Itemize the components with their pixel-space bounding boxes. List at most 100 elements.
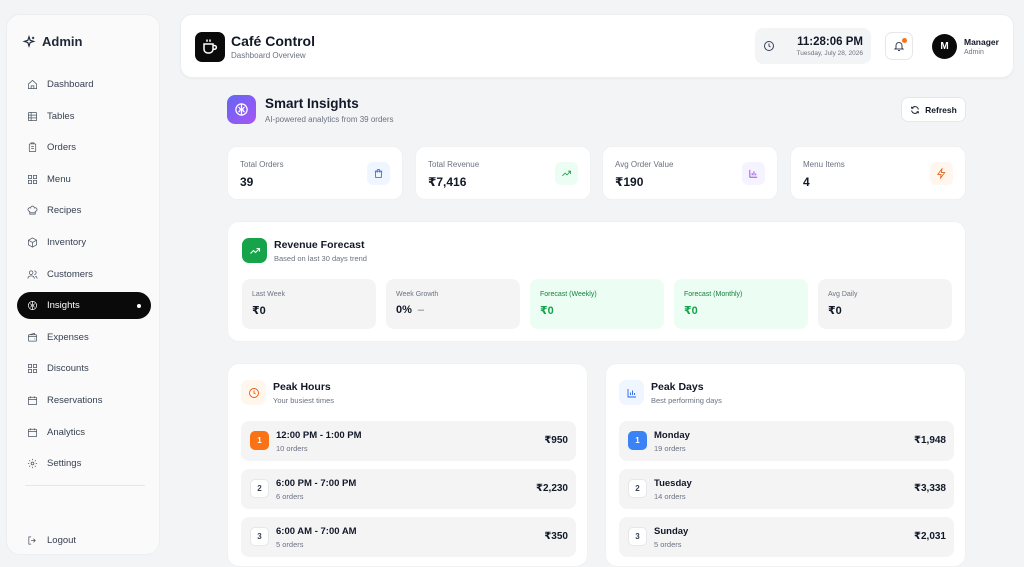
sidebar-item-label: Customers (47, 268, 93, 280)
table-icon (28, 111, 37, 121)
lightning-icon (937, 168, 946, 179)
sidebar: Admin Dashboard Tables Orders Menu Recip… (6, 14, 160, 555)
app-logo (195, 32, 225, 62)
bar-chart-icon (627, 388, 636, 397)
forecast-subtitle: Based on last 30 days trend (274, 254, 367, 263)
list-item[interactable]: 2 6:00 PM - 7:00 PM 6 orders ₹2,230 (241, 469, 576, 509)
sidebar-item-settings[interactable]: Settings (17, 450, 151, 477)
rank-badge: 2 (250, 479, 269, 498)
sidebar-item-customers[interactable]: Customers (17, 261, 151, 288)
list-item[interactable]: 3 Sunday 5 orders ₹2,031 (619, 517, 954, 557)
sidebar-item-label: Tables (47, 110, 75, 122)
row-value: ₹950 (544, 435, 568, 446)
clock-time: 11:28:06 PM (797, 36, 863, 48)
brand[interactable]: Admin (22, 34, 82, 49)
metric-value: 0% (396, 304, 412, 316)
forecast-metric-week-growth: Week Growth 0% – (386, 279, 520, 329)
stat-card-avg-order-value: Avg Order Value ₹190 (602, 146, 778, 200)
list-item[interactable]: 1 12:00 PM - 1:00 PM 10 orders ₹950 (241, 421, 576, 461)
list-item[interactable]: 2 Tuesday 14 orders ₹3,338 (619, 469, 954, 509)
metric-trend: – (417, 304, 425, 316)
list-item[interactable]: 3 6:00 AM - 7:00 AM 5 orders ₹350 (241, 517, 576, 557)
sidebar-item-insights[interactable]: Insights (17, 292, 151, 320)
package-icon (28, 237, 37, 248)
stat-card-total-orders: Total Orders 39 (227, 146, 403, 200)
rank-badge: 3 (250, 527, 269, 546)
notifications-button[interactable] (885, 32, 913, 60)
metric-label: Forecast (Weekly) (540, 291, 597, 298)
user-role: Admin (964, 49, 984, 56)
row-value: ₹2,230 (536, 483, 568, 494)
metric-value: ₹0 (828, 305, 842, 317)
stat-icon-box (367, 162, 390, 185)
metric-label: Forecast (Monthly) (684, 291, 743, 298)
sparkle-icon (22, 34, 36, 48)
metric-value: ₹0 (540, 305, 554, 317)
app-title: Café Control (231, 33, 315, 49)
list-item[interactable]: 1 Monday 19 orders ₹1,948 (619, 421, 954, 461)
page-title: Smart Insights (265, 96, 359, 111)
forecast-metric-monthly: Forecast (Monthly) ₹0 (674, 279, 808, 329)
logout-button[interactable]: Logout (17, 527, 151, 554)
row-title: 6:00 PM - 7:00 PM (276, 478, 357, 489)
calendar-icon (28, 396, 37, 405)
sidebar-item-label: Inventory (47, 236, 87, 248)
sidebar-nav: Dashboard Tables Orders Menu Recipes Inv… (17, 71, 151, 482)
sidebar-item-inventory[interactable]: Inventory (17, 229, 151, 256)
peak-days-card: Peak Days Best performing days 1 Monday … (605, 363, 966, 567)
logout-label: Logout (47, 535, 77, 546)
stat-value: 4 (803, 175, 810, 189)
clock-widget: 11:28:06 PM Tuesday, July 28, 2026 (755, 28, 871, 64)
sidebar-item-label: Dashboard (47, 79, 94, 90)
stat-icon-box (742, 162, 765, 185)
sidebar-item-expenses[interactable]: Expenses (17, 324, 151, 351)
active-indicator (137, 303, 141, 308)
top-header: Café Control Dashboard Overview 11:28:06… (180, 14, 1014, 78)
sidebar-item-analytics[interactable]: Analytics (17, 419, 151, 446)
logout-container: Logout (17, 527, 151, 559)
rank-badge: 1 (250, 431, 269, 450)
metric-value-row: 0% – (396, 304, 424, 316)
row-title: 6:00 AM - 7:00 AM (276, 526, 357, 537)
metric-label: Week Growth (396, 291, 439, 298)
forecast-metric-last-week: Last Week ₹0 (242, 279, 376, 329)
avatar[interactable]: M (932, 34, 957, 59)
peak-days-subtitle: Best performing days (651, 396, 722, 405)
bell-icon (893, 42, 905, 51)
sidebar-item-label: Expenses (47, 331, 89, 343)
logout-icon (28, 536, 36, 545)
row-subtitle: 19 orders (654, 444, 686, 453)
sidebar-item-label: Analytics (47, 426, 86, 438)
sidebar-item-reservations[interactable]: Reservations (17, 387, 151, 414)
shopping-bag-icon (374, 169, 383, 179)
peak-hours-subtitle: Your busiest times (273, 396, 335, 405)
sidebar-item-discounts[interactable]: Discounts (17, 355, 151, 382)
sidebar-item-label: Recipes (47, 205, 82, 217)
refresh-label: Refresh (925, 104, 957, 115)
sidebar-item-label: Discounts (47, 363, 89, 375)
refresh-button[interactable]: Refresh (901, 97, 966, 122)
clipboard-icon (28, 142, 37, 153)
rank-badge: 2 (628, 479, 647, 498)
clock-icon (764, 41, 774, 51)
sidebar-item-recipes[interactable]: Recipes (17, 197, 151, 224)
sidebar-item-menu[interactable]: Menu (17, 166, 151, 193)
stat-card-total-revenue: Total Revenue ₹7,416 (415, 146, 591, 200)
stat-label: Menu Items (803, 160, 845, 169)
sidebar-item-orders[interactable]: Orders (17, 134, 151, 161)
row-title: 12:00 PM - 1:00 PM (276, 430, 362, 441)
sidebar-item-tables[interactable]: Tables (17, 103, 151, 130)
calendar-icon (28, 427, 37, 437)
row-subtitle: 6 orders (276, 492, 304, 501)
sidebar-item-dashboard[interactable]: Dashboard (17, 71, 151, 98)
notification-dot (902, 38, 907, 43)
peak-hours-icon-box (241, 380, 266, 405)
peak-hours-card: Peak Hours Your busiest times 1 12:00 PM… (227, 363, 588, 567)
grid-icon (28, 364, 37, 374)
row-title: Monday (654, 430, 690, 441)
trending-up-icon (562, 170, 572, 177)
stat-card-menu-items: Menu Items 4 (790, 146, 966, 200)
metric-label: Last Week (252, 291, 285, 298)
metric-value: ₹0 (252, 305, 266, 317)
sidebar-item-label: Orders (47, 142, 77, 154)
